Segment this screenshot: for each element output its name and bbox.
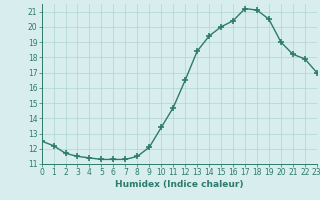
X-axis label: Humidex (Indice chaleur): Humidex (Indice chaleur) (115, 180, 244, 189)
